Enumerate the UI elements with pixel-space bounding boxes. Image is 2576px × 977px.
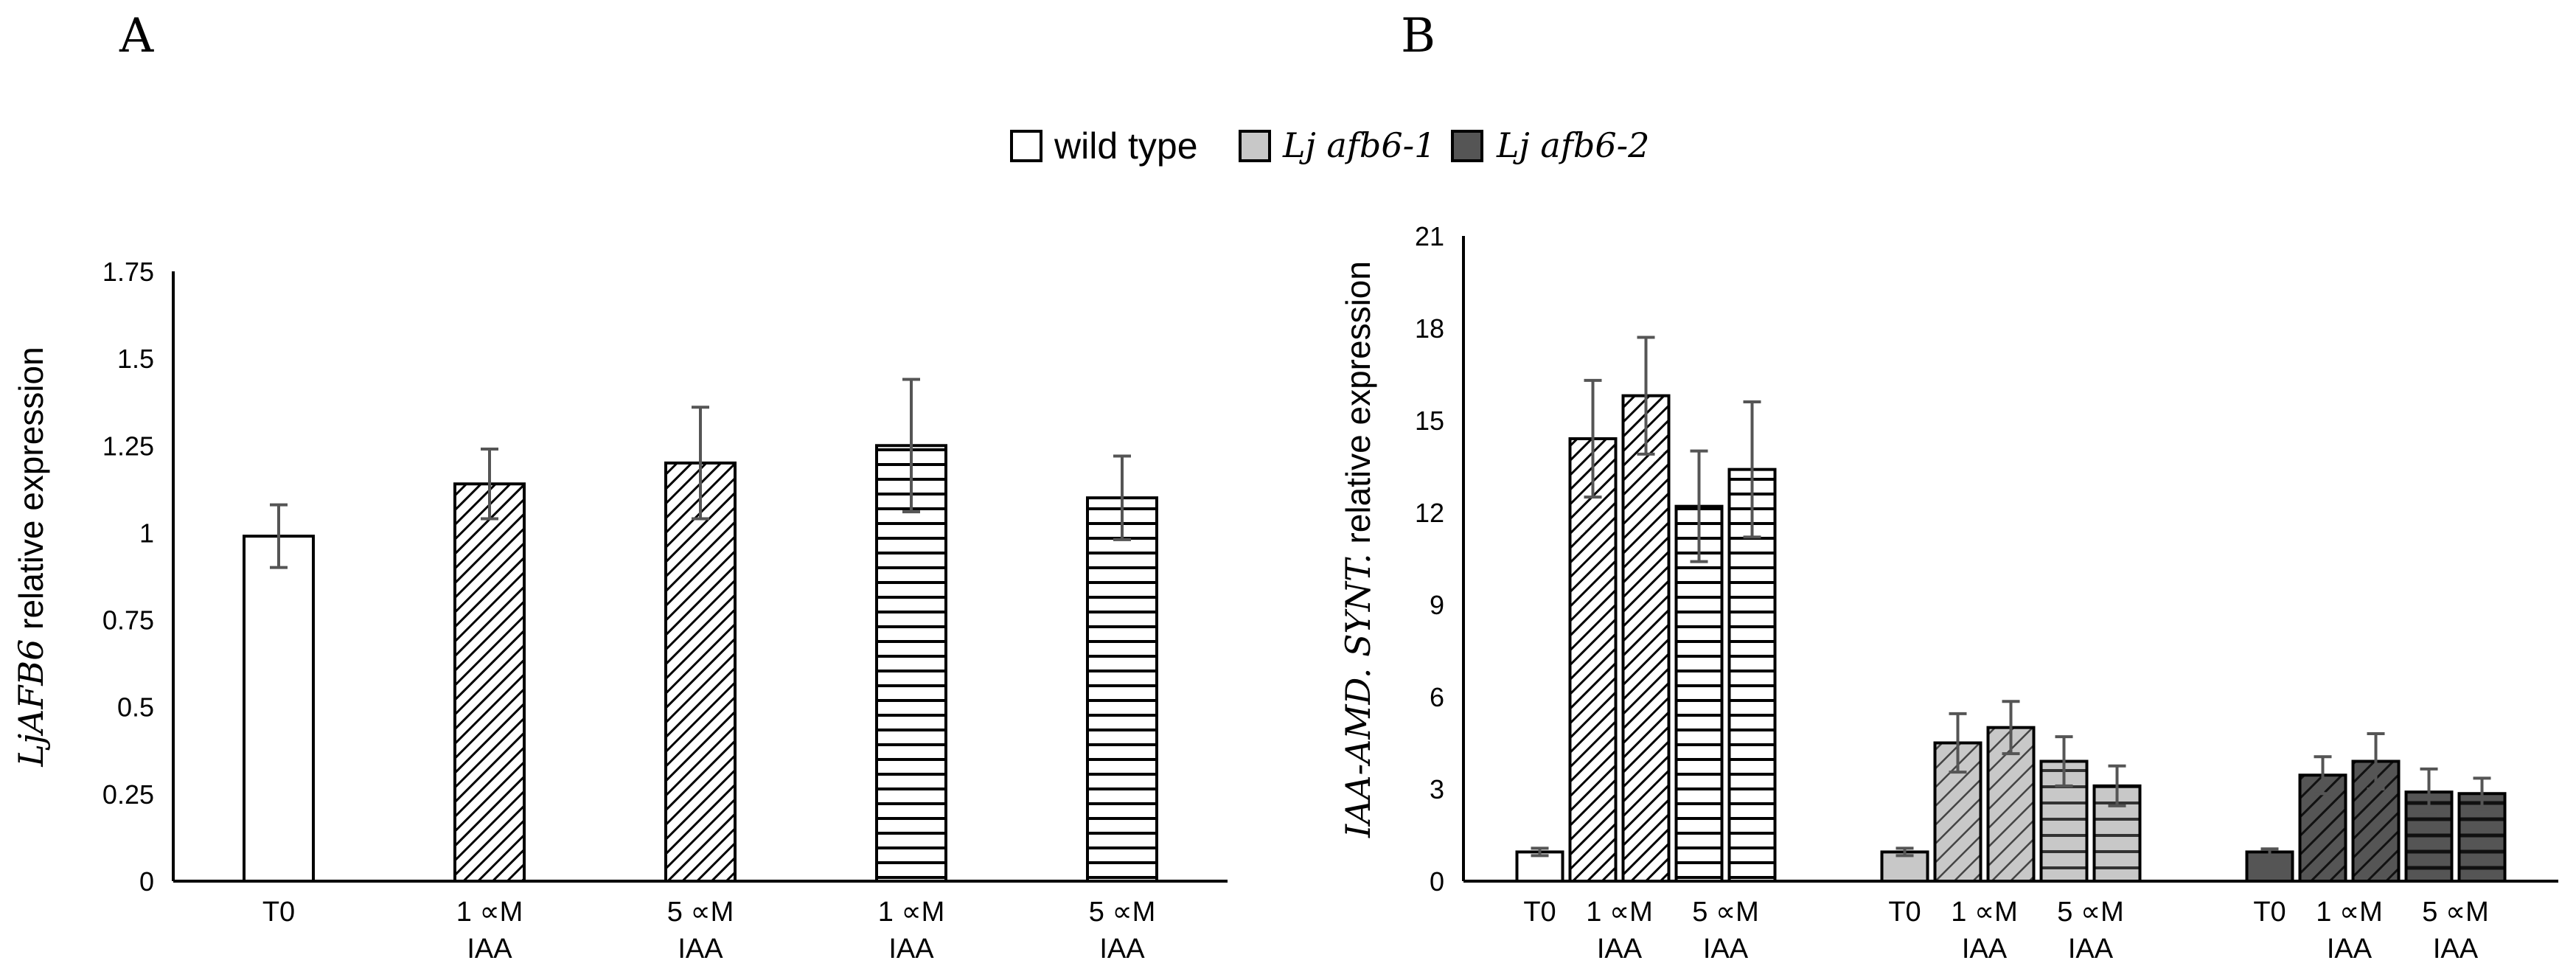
chart-b-group0-x-tick-label-line2: IAA: [1597, 933, 1643, 964]
chart-a-0-y-tick-label: 1.75: [102, 257, 154, 287]
chart-a-ylabel-rest: relative expression: [12, 347, 50, 639]
chart-a-0-y-tick-label: 1.5: [117, 344, 154, 374]
chart-b: IAA-AMD. SYNT. relative expression 0 3 6 9 1…: [1338, 221, 2558, 964]
chart-a-bar: [453, 482, 526, 883]
panel-label-b: B: [1401, 9, 1435, 63]
legend-label-afb6-1: Lj afb6-1: [1282, 125, 1435, 165]
chart-b-group2-x-tick-label-line2: IAA: [2327, 933, 2373, 964]
chart-b-group0-x-tick-label-line2: IAA: [1703, 933, 1749, 964]
chart-a-0-y-tick-label: 1.25: [102, 431, 154, 461]
chart-b-group0-bar: [1621, 394, 1671, 883]
legend-swatch-afb6-1: [1239, 130, 1271, 162]
chart-a-x-tick-label: 5 ∝M: [667, 897, 734, 928]
chart-a-x-tick-label-line2: IAA: [1099, 933, 1145, 964]
chart-a-0-y-tick-label: 0.5: [117, 692, 154, 723]
chart-a-bar: [664, 461, 737, 883]
chart-b-group1-x-tick-label: 1 ∝M: [1951, 897, 2018, 928]
chart-b-bars: [1515, 335, 2507, 883]
chart-a-ylabel: LjAFB6 relative expression: [11, 347, 51, 767]
chart-b-y-axis: 0 3 6 9 12 15 18 21: [1415, 221, 1465, 897]
chart-a-bar: [243, 535, 315, 883]
chart-a-x-tick-label: 5 ∝M: [1089, 897, 1156, 928]
chart-a-x-tick-label-line2: IAA: [678, 933, 723, 964]
chart-b-1-y-tick-label: 3: [1430, 774, 1444, 804]
chart-a: LjAFB6 relative expression 0 0.25 0.5 0.75 1…: [11, 257, 1228, 964]
chart-a-bar: [1086, 496, 1158, 883]
chart-b-group1-x-tick-label-line2: IAA: [1962, 933, 2008, 964]
legend-label-afb6-2: Lj afb6-2: [1496, 125, 1649, 165]
panel-label-a: A: [119, 9, 154, 63]
legend-swatch-afb6-2: [1451, 130, 1483, 162]
legend-label-wild-type: wild type: [1054, 125, 1198, 167]
chart-b-group0-bar: [1568, 437, 1618, 883]
chart-a-ylabel-gene: LjAFB6: [11, 639, 51, 768]
chart-b-ylabel-gene: IAA-AMD. SYNT.: [1338, 553, 1378, 838]
chart-b-group0-x-tick-label: T0: [1523, 897, 1556, 928]
chart-b-ylabel: IAA-AMD. SYNT. relative expression: [1338, 261, 1378, 838]
chart-a-0-y-tick-label: 0.75: [102, 605, 154, 636]
chart-b-1-y-tick-label: 12: [1415, 498, 1444, 528]
chart-b-1-y-tick-label: 6: [1430, 682, 1444, 712]
chart-b-group1-x-tick-label: 5 ∝M: [2057, 897, 2124, 928]
chart-b-x-axis: T0 1 ∝M IAA 5 ∝M IAA T0 1 ∝M IAA 5 ∝M IAA T0 1 ∝M IA…: [1463, 880, 2558, 964]
chart-b-ylabel-rest: relative expression: [1339, 261, 1377, 553]
chart-a-bars: [243, 378, 1158, 883]
chart-b-group0-x-tick-label: 5 ∝M: [1692, 897, 1759, 928]
chart-b-group2-x-tick-label: 1 ∝M: [2316, 897, 2383, 928]
chart-a-0-y-tick-label: 0.25: [102, 779, 154, 810]
chart-b-1-y-tick-label: 0: [1430, 866, 1444, 897]
chart-b-group0-x-tick-label: 1 ∝M: [1586, 897, 1653, 928]
chart-b-group0-bar: [1674, 504, 1724, 883]
chart-b-group1-x-tick-label-line2: IAA: [2068, 933, 2114, 964]
chart-b-1-y-tick-label: 15: [1415, 406, 1444, 436]
chart-a-x-tick-label: 1 ∝M: [456, 897, 523, 928]
chart-b-1-y-tick-label: 18: [1415, 313, 1444, 344]
chart-a-x-tick-label-line2: IAA: [888, 933, 934, 964]
chart-a-0-y-tick-label: 1: [139, 518, 154, 548]
chart-a-x-tick-label-line2: IAA: [467, 933, 512, 964]
chart-b-1-y-tick-label: 9: [1430, 590, 1444, 620]
chart-a-x-tick-label: T0: [262, 897, 295, 928]
chart-b-1-y-tick-label: 21: [1415, 221, 1444, 251]
chart-a-0-y-tick-label: 0: [139, 866, 154, 897]
chart-a-x-tick-label: 1 ∝M: [878, 897, 945, 928]
chart-b-group2-x-tick-label: 5 ∝M: [2422, 897, 2489, 928]
chart-b-group2-x-tick-label-line2: IAA: [2433, 933, 2479, 964]
chart-a-x-axis: T0 1 ∝M IAA 5 ∝M IAA 1 ∝M IAA 5 ∝M IAA: [173, 880, 1228, 964]
legend: wild type Lj afb6-1 Lj afb6-2: [1010, 125, 1649, 167]
legend-swatch-wild-type: [1010, 130, 1042, 162]
chart-b-group2-x-tick-label: T0: [2253, 897, 2286, 928]
chart-b-group1-x-tick-label: T0: [1888, 897, 1921, 928]
chart-a-y-axis: 0 0.25 0.5 0.75 1 1.25 1.5 1.75: [102, 257, 175, 897]
